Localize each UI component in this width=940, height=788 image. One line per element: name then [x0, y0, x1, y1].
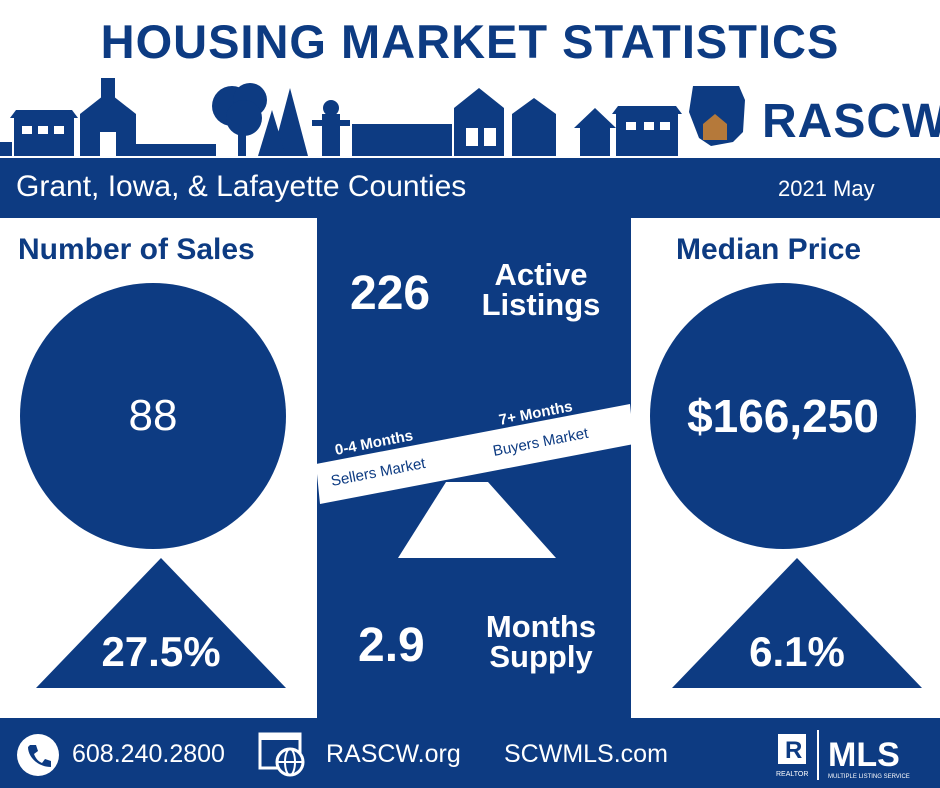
median-change: 6.1%: [749, 628, 845, 675]
median-circle: $166,250: [650, 283, 916, 549]
town-skyline-illustration: [0, 78, 682, 156]
period-label: 2021 May: [778, 176, 875, 201]
phone-icon: [17, 734, 59, 776]
region-label: Grant, Iowa, & Lafayette Counties: [16, 170, 467, 203]
active-listings-label: Active Listings: [481, 257, 601, 322]
page-title: HOUSING MARKET STATISTICS: [100, 15, 840, 68]
median-change-triangle: [672, 558, 922, 688]
sales-circle: 88: [20, 283, 286, 549]
market-balance-scale: 0-4 Months 7+ Months Sellers Market Buye…: [316, 398, 634, 558]
scwmls-link[interactable]: SCWMLS.com: [504, 740, 668, 768]
mls-wordmark: MLS: [828, 736, 900, 774]
active-listings-value: 226: [350, 267, 431, 320]
phone-number[interactable]: 608.240.2800: [72, 740, 225, 768]
rascw-link[interactable]: RASCW.org: [326, 740, 461, 768]
median-heading: Median Price: [676, 233, 862, 266]
svg-text:R: R: [785, 737, 802, 764]
sales-change-triangle: [36, 558, 286, 688]
sales-heading: Number of Sales: [18, 233, 255, 266]
region-band: [0, 158, 940, 218]
months-supply-label: Months Supply: [485, 609, 597, 674]
mls-subtitle: MULTIPLE LISTING SERVICE: [828, 774, 910, 780]
median-value: $166,250: [687, 390, 879, 442]
realtor-mls-logos: R REALTOR MLS MULTIPLE LISTING SERVICE: [776, 730, 910, 780]
rascw-logo: [689, 86, 745, 146]
rascw-wordmark: RASCW: [762, 95, 940, 148]
realtor-mark: REALTOR: [776, 771, 808, 778]
sales-value: 88: [128, 391, 178, 440]
months-supply-value: 2.9: [358, 619, 425, 672]
sales-change: 27.5%: [101, 628, 221, 675]
website-globe-icon: [258, 732, 305, 777]
